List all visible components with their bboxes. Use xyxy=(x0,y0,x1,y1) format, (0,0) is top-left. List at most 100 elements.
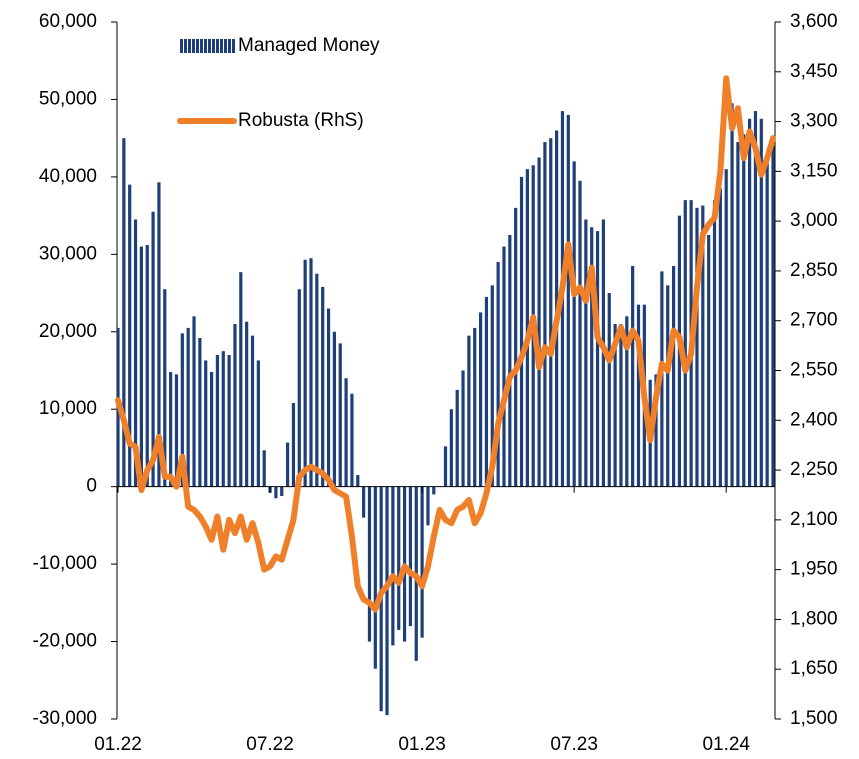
bar xyxy=(315,273,319,487)
bar xyxy=(607,293,611,487)
line xyxy=(115,75,776,613)
bar xyxy=(139,246,143,487)
bar xyxy=(712,200,717,487)
y2-tick-label: 2,100 xyxy=(790,509,838,530)
bar xyxy=(122,138,126,487)
y2-tick-label: 2,550 xyxy=(790,360,838,381)
bar xyxy=(753,111,758,487)
bar xyxy=(303,259,307,487)
bar xyxy=(631,265,635,487)
legend-swatch xyxy=(208,39,211,53)
bar xyxy=(239,272,243,487)
legend-label: Robusta (RhS) xyxy=(238,110,364,131)
y-tick-label: 40,000 xyxy=(39,166,97,187)
bar xyxy=(291,403,296,487)
x-tick-label: 07.23 xyxy=(550,734,598,755)
bar xyxy=(332,331,336,487)
bar xyxy=(350,393,354,487)
bar xyxy=(490,285,494,487)
y2-tick-label: 1,950 xyxy=(790,559,838,580)
bar xyxy=(765,153,769,487)
y2-tick-label: 3,300 xyxy=(790,111,838,132)
bar xyxy=(572,161,576,487)
bar xyxy=(408,486,413,627)
x-tick-label: 01.22 xyxy=(94,734,142,755)
legend-swatch xyxy=(180,39,183,53)
bar xyxy=(274,486,278,499)
y-tick-label: -20,000 xyxy=(33,631,97,652)
x-tick-label: 07.22 xyxy=(246,734,294,755)
bar xyxy=(151,211,155,487)
bar xyxy=(209,372,214,487)
x-tick-label: 01.24 xyxy=(702,734,750,755)
bar xyxy=(625,316,629,487)
bar xyxy=(730,103,734,487)
bar xyxy=(128,184,132,487)
y2-tick-label: 3,000 xyxy=(790,210,838,231)
bar xyxy=(391,486,395,646)
y2-tick-label: 2,850 xyxy=(790,260,838,281)
bar xyxy=(145,245,149,487)
bar xyxy=(256,360,260,487)
bar xyxy=(502,246,506,487)
bar xyxy=(701,205,705,487)
bar xyxy=(426,486,430,526)
bar xyxy=(326,308,331,487)
bar xyxy=(455,389,459,487)
bar xyxy=(543,142,547,487)
bar xyxy=(280,486,284,496)
y-tick-label: 10,000 xyxy=(39,398,97,419)
bar xyxy=(707,234,711,487)
legend-swatch xyxy=(184,39,187,53)
bar xyxy=(362,486,366,518)
bar xyxy=(514,207,518,487)
bar xyxy=(549,138,553,487)
bar xyxy=(180,333,184,487)
bar xyxy=(525,169,529,487)
bar xyxy=(133,219,138,487)
bar xyxy=(478,312,483,487)
bar xyxy=(484,296,489,487)
legend-swatch xyxy=(220,39,223,53)
bar xyxy=(537,157,541,487)
bar xyxy=(344,378,348,487)
bar xyxy=(397,486,401,630)
legend-swatch xyxy=(224,39,227,53)
bar xyxy=(420,486,424,638)
bar xyxy=(245,321,249,487)
bar xyxy=(309,258,313,487)
bar xyxy=(198,337,202,487)
y-tick-label: 50,000 xyxy=(39,88,97,109)
legend-swatch xyxy=(188,39,191,53)
legend-swatch xyxy=(228,39,231,53)
bar xyxy=(356,475,360,487)
y-tick-label: -30,000 xyxy=(33,708,97,729)
legend-swatch xyxy=(216,39,219,53)
x-tick-label: 01.23 xyxy=(398,734,446,755)
bar xyxy=(748,118,752,487)
legend-swatch xyxy=(192,39,195,53)
legend-label: Managed Money xyxy=(238,35,380,56)
bar xyxy=(584,219,588,487)
bar xyxy=(724,169,728,487)
bar xyxy=(174,374,179,487)
bar xyxy=(163,289,167,487)
bar xyxy=(338,343,342,487)
bar xyxy=(590,227,594,487)
bar xyxy=(508,234,512,487)
bar xyxy=(461,370,465,487)
y2-tick-label: 3,450 xyxy=(790,61,838,82)
bar xyxy=(695,207,699,487)
bar xyxy=(742,134,746,487)
y-tick-label: 20,000 xyxy=(39,321,97,342)
y2-tick-label: 2,700 xyxy=(790,310,838,331)
y2-tick-label: 1,650 xyxy=(790,658,838,679)
bar xyxy=(373,486,377,669)
y2-tick-label: 3,600 xyxy=(790,11,838,32)
bar xyxy=(683,200,687,487)
bar xyxy=(169,372,173,487)
bar xyxy=(759,118,763,487)
legend-swatch xyxy=(204,39,207,53)
bar xyxy=(666,285,670,487)
